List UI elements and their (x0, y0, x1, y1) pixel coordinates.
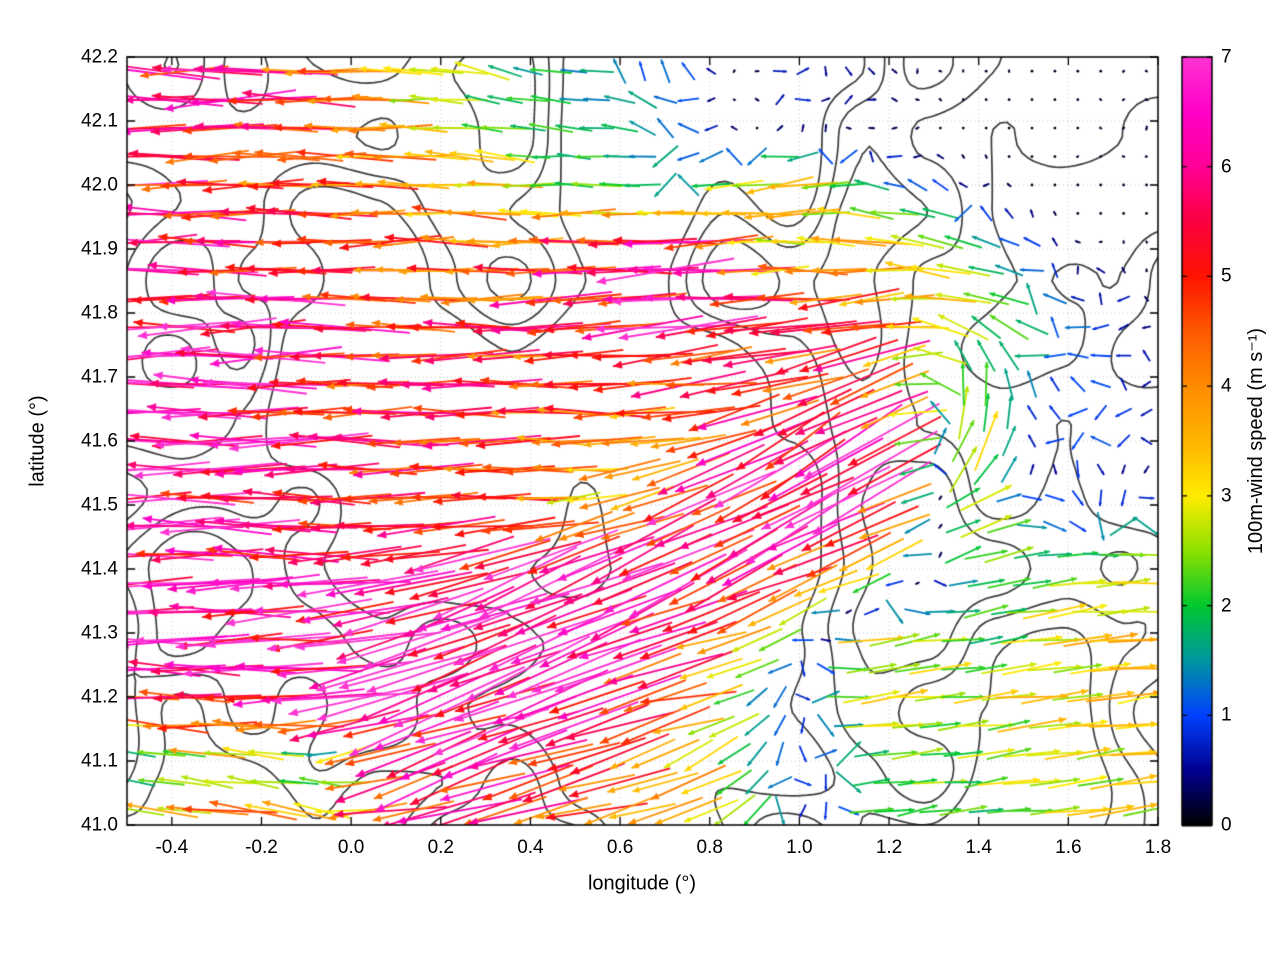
y-tick-label: 41.5 (81, 494, 118, 516)
colorbar-tick-label: 5 (1221, 265, 1232, 287)
y-axis-title: latitude (°) (26, 395, 49, 487)
x-tick-label: 1.4 (965, 837, 992, 858)
y-tick-label: 41.4 (81, 558, 118, 580)
colorbar-title: 100m-wind speed (m s⁻¹) (1245, 327, 1267, 555)
x-tick-label: 0.6 (606, 837, 634, 858)
x-tick-label: 0.0 (337, 837, 365, 858)
y-tick-label: 41.6 (81, 430, 118, 452)
x-axis-title: longitude (°) (587, 872, 697, 895)
y-tick-label: 41.3 (81, 622, 118, 644)
x-tick-label: 0.2 (427, 837, 454, 858)
x-tick-label: -0.4 (155, 837, 189, 858)
x-tick-label: 1.8 (1144, 837, 1172, 858)
colorbar-tick-label: 6 (1221, 156, 1232, 178)
y-tick-label: 42.1 (81, 110, 118, 132)
x-tick-label: 1.6 (1055, 837, 1082, 858)
y-tick-label: 42.2 (81, 46, 118, 68)
colorbar-tick-label: 2 (1221, 595, 1232, 617)
y-tick-label: 41.8 (81, 302, 118, 324)
colorbar-tick-label: 3 (1221, 485, 1232, 507)
y-tick-label: 41.7 (81, 366, 118, 388)
colorbar-tick-label: 1 (1221, 704, 1232, 726)
x-tick-label: -0.2 (245, 837, 278, 858)
x-tick-label: 1.0 (786, 837, 813, 858)
colorbar-tick-label: 0 (1221, 814, 1232, 836)
x-tick-label: 0.4 (517, 837, 544, 858)
x-tick-label: 1.2 (875, 837, 903, 858)
colorbar-tick-label: 7 (1221, 46, 1232, 68)
y-tick-label: 41.1 (81, 750, 118, 772)
x-tick-label: 0.8 (696, 837, 723, 858)
y-tick-label: 41.0 (81, 814, 118, 836)
colorbar-tick-label: 4 (1221, 375, 1232, 397)
y-tick-label: 41.2 (81, 686, 118, 708)
y-tick-label: 42.0 (81, 174, 118, 196)
y-tick-label: 41.9 (81, 238, 118, 260)
